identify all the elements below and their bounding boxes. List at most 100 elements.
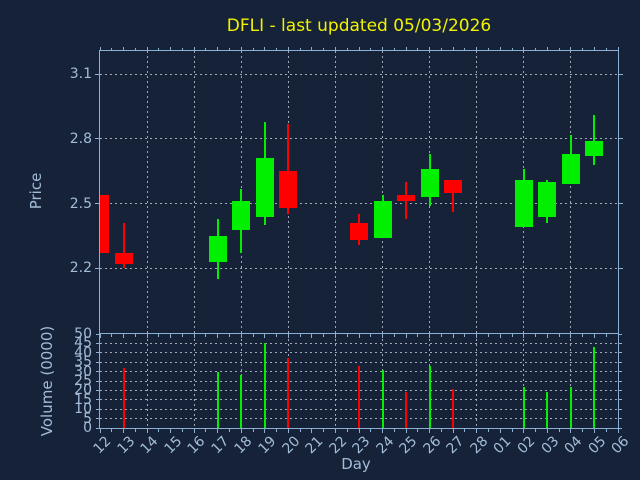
volume-tick-label: 25 (74, 373, 92, 389)
tick-mark (170, 429, 172, 433)
volume-bar (287, 358, 290, 428)
volume-bar (358, 365, 360, 428)
volume-bar (546, 392, 549, 428)
tick-mark (511, 334, 513, 337)
tick-mark (619, 138, 623, 140)
tick-mark (134, 334, 136, 337)
tick-mark (370, 429, 372, 432)
tick-mark (181, 429, 183, 432)
tick-mark (452, 429, 454, 433)
x-tick-label: 23 (349, 433, 374, 458)
volume-bar (522, 386, 525, 428)
tick-mark (158, 48, 160, 51)
x-tick-label: 27 (443, 433, 468, 458)
volume-tick-label: 30 (74, 363, 92, 380)
tick-mark (499, 46, 501, 51)
tick-mark (99, 334, 101, 338)
candle-body (208, 235, 227, 262)
tick-mark (558, 429, 560, 432)
chart-title: DFLI - last updated 05/03/2026 (226, 16, 492, 36)
tick-mark (205, 334, 207, 337)
volume-bar (122, 367, 125, 428)
vertical-gridline (146, 51, 148, 333)
candle-body (100, 195, 109, 254)
candle-body (538, 182, 557, 217)
tick-mark (429, 46, 431, 51)
tick-mark (96, 371, 99, 373)
tick-mark (96, 380, 99, 382)
volume-gridline (100, 352, 618, 354)
candle-body (420, 169, 439, 198)
tick-mark (311, 46, 313, 51)
candle-body (561, 154, 580, 185)
candle-wick (122, 223, 125, 269)
price-gridline (100, 203, 618, 205)
tick-mark (619, 361, 622, 363)
x-tick-label: 16 (184, 433, 209, 458)
tick-mark (311, 334, 313, 338)
tick-mark (264, 429, 266, 433)
tick-mark (205, 429, 207, 432)
volume-tick-label: 0 (83, 420, 92, 436)
tick-mark (417, 48, 419, 51)
tick-mark (240, 429, 242, 433)
tick-mark (252, 334, 254, 337)
x-axis-label: Day (341, 455, 371, 473)
tick-mark (511, 429, 513, 432)
tick-mark (264, 334, 266, 338)
x-tick-label: 02 (514, 433, 539, 458)
tick-mark (582, 48, 584, 51)
tick-mark (405, 429, 407, 433)
tick-mark (582, 429, 584, 432)
tick-mark (619, 371, 622, 373)
tick-mark (476, 46, 478, 51)
x-tick-label: 14 (137, 433, 162, 458)
vertical-gridline (570, 51, 572, 333)
tick-mark (96, 427, 99, 429)
tick-mark (158, 429, 160, 432)
tick-mark (405, 46, 407, 51)
x-tick-label: 03 (538, 433, 562, 458)
x-tick-label: 25 (396, 433, 421, 458)
tick-mark (405, 334, 407, 338)
tick-mark (229, 48, 230, 51)
tick-mark (264, 46, 266, 51)
volume-bar (263, 343, 266, 428)
tick-mark (287, 334, 289, 338)
x-tick-label: 12 (90, 433, 115, 458)
tick-mark (111, 334, 113, 337)
x-tick-label: 13 (114, 433, 139, 458)
tick-mark (334, 429, 336, 433)
candle-body (279, 171, 298, 208)
tick-mark (464, 334, 466, 337)
tick-mark (111, 48, 113, 51)
tick-mark (346, 48, 348, 51)
tick-mark (146, 429, 148, 433)
volume-tick-label: 50 (74, 326, 92, 342)
tick-mark (134, 48, 136, 51)
tick-mark (619, 342, 622, 344)
x-tick-label: 20 (279, 433, 303, 458)
tick-mark (429, 334, 431, 338)
tick-mark (440, 48, 442, 51)
tick-mark (617, 46, 619, 51)
tick-mark (323, 334, 325, 337)
tick-mark (370, 334, 372, 337)
tick-mark (323, 429, 325, 432)
candle-body (397, 195, 416, 202)
tick-mark (429, 429, 431, 433)
tick-mark (570, 429, 572, 433)
tick-mark (95, 267, 99, 269)
tick-mark (476, 334, 478, 338)
x-tick-label: 26 (420, 433, 445, 458)
volume-tick-label: 15 (74, 391, 92, 408)
x-tick-label: 06 (608, 433, 633, 458)
x-tick-label: 22 (326, 433, 351, 458)
tick-mark (276, 334, 278, 337)
tick-mark (96, 389, 99, 391)
x-tick-label: 19 (255, 433, 280, 458)
tick-mark (617, 334, 619, 338)
tick-mark (358, 334, 360, 338)
tick-mark (499, 429, 501, 433)
